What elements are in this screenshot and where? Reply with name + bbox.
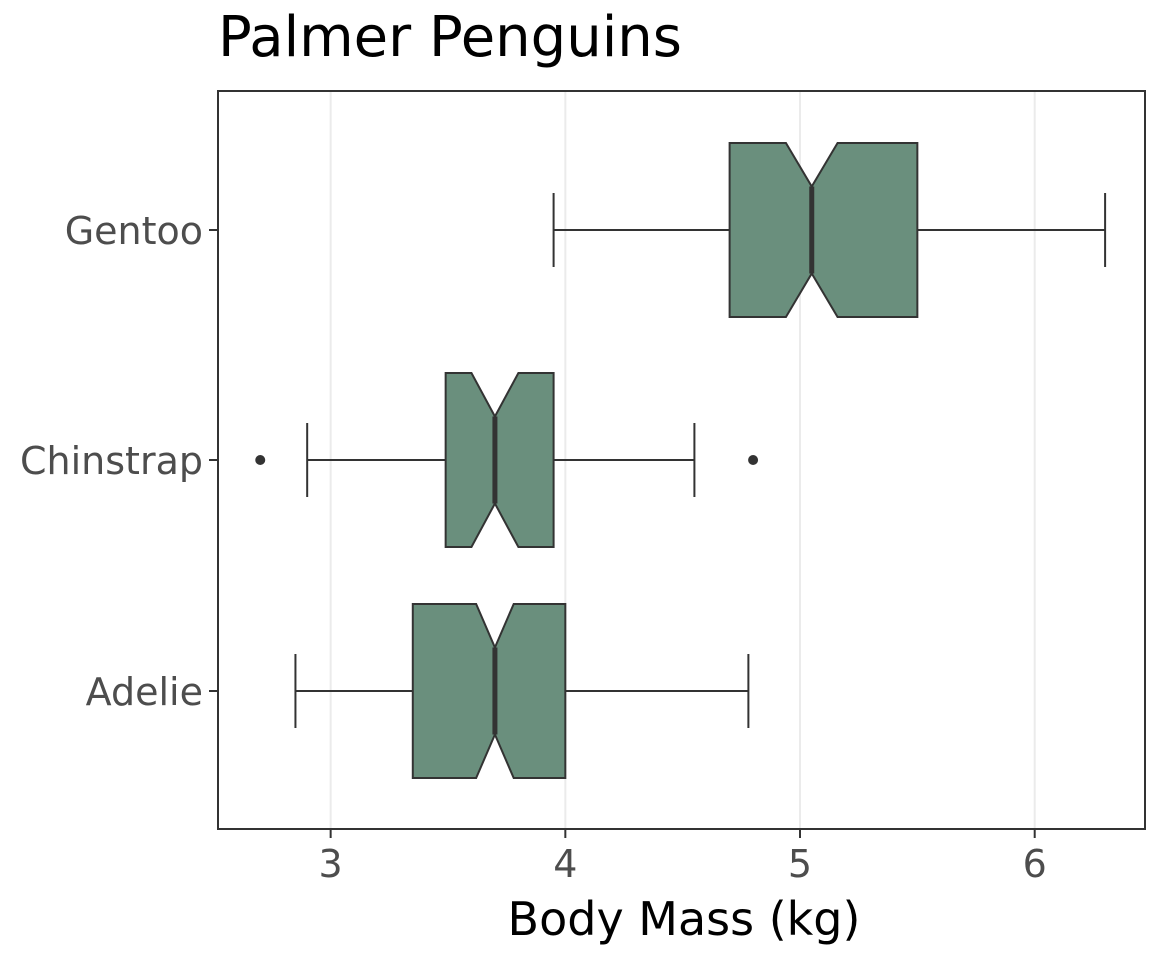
box-body: [728, 142, 919, 318]
chart-title: Palmer Penguins: [218, 5, 682, 70]
x-tick-label: 6: [1023, 842, 1047, 886]
outlier-point: [255, 455, 266, 465]
category-label: Adelie: [86, 670, 203, 714]
axes: 3 4 5 6 Gentoo Chinstrap Adelie: [20, 209, 1047, 886]
box-group: [294, 603, 750, 779]
box-body: [411, 603, 567, 779]
boxes: [255, 142, 1107, 779]
x-axis-label: Body Mass (kg): [508, 892, 861, 946]
category-label: Gentoo: [65, 209, 203, 253]
x-tick-label: 5: [788, 842, 812, 886]
category-label: Chinstrap: [20, 439, 203, 483]
x-tick-label: 3: [319, 842, 343, 886]
box-group: [552, 142, 1107, 318]
box-group: [255, 372, 759, 548]
outlier-point: [748, 455, 759, 465]
x-tick-label: 4: [553, 842, 577, 886]
box-body: [444, 372, 555, 548]
